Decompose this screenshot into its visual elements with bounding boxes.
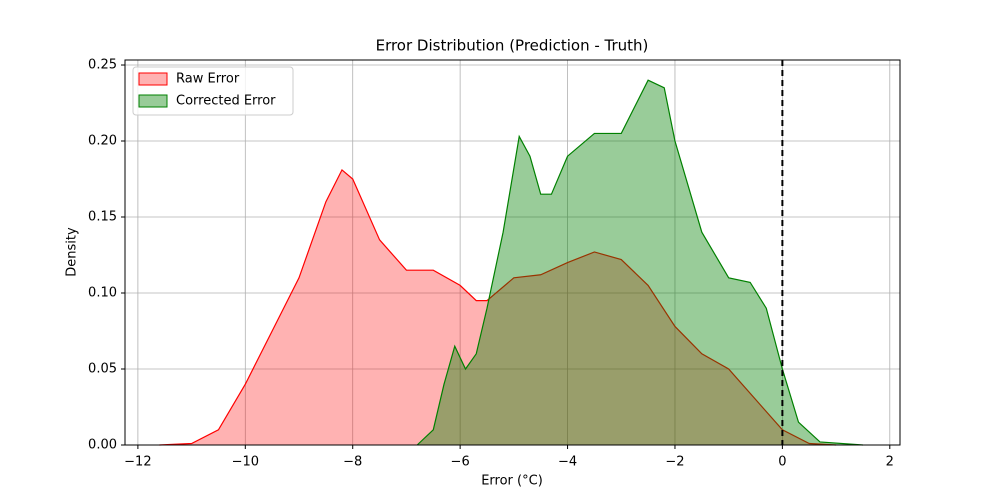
y-tick-label: 0.10 bbox=[88, 286, 117, 301]
chart-title: Error Distribution (Prediction - Truth) bbox=[376, 37, 649, 55]
x-tick-label: −6 bbox=[451, 455, 470, 470]
area bbox=[417, 80, 863, 446]
y-tick-label: 0.05 bbox=[88, 362, 117, 377]
plot-area: −12 −10 −8 −6 −4 −2 0 2 0.00 0.05 0.10 0.15 0.20 0.25… bbox=[88, 58, 901, 470]
x-tick-label: −8 bbox=[343, 455, 362, 470]
x-tick-label: 0 bbox=[778, 455, 786, 470]
y-tick-label: 0.15 bbox=[88, 210, 117, 225]
y-tick-label: 0.25 bbox=[88, 58, 117, 73]
y-axis-label: Density bbox=[65, 227, 80, 277]
legend: Raw Error Corrected Error bbox=[132, 66, 294, 116]
legend-swatch bbox=[138, 94, 168, 108]
area-line bbox=[416, 79, 863, 446]
x-tick-label: −10 bbox=[232, 455, 259, 470]
x-tick-label: −4 bbox=[558, 455, 577, 470]
x-tick-label: −12 bbox=[124, 455, 151, 470]
plot-frame bbox=[124, 59, 901, 446]
x-tick-label: 2 bbox=[886, 455, 894, 470]
legend-box bbox=[132, 66, 294, 116]
x-tick-label: −2 bbox=[665, 455, 684, 470]
legend-swatch bbox=[138, 72, 168, 86]
y-tick-label: 0.20 bbox=[88, 134, 117, 149]
y-tick-label: 0.00 bbox=[88, 438, 117, 453]
x-axis-label: Error (°C) bbox=[481, 474, 543, 489]
area-line bbox=[159, 168, 837, 446]
area bbox=[159, 169, 837, 446]
legend-label: Raw Error bbox=[176, 72, 240, 87]
legend-label: Corrected Error bbox=[176, 94, 276, 109]
